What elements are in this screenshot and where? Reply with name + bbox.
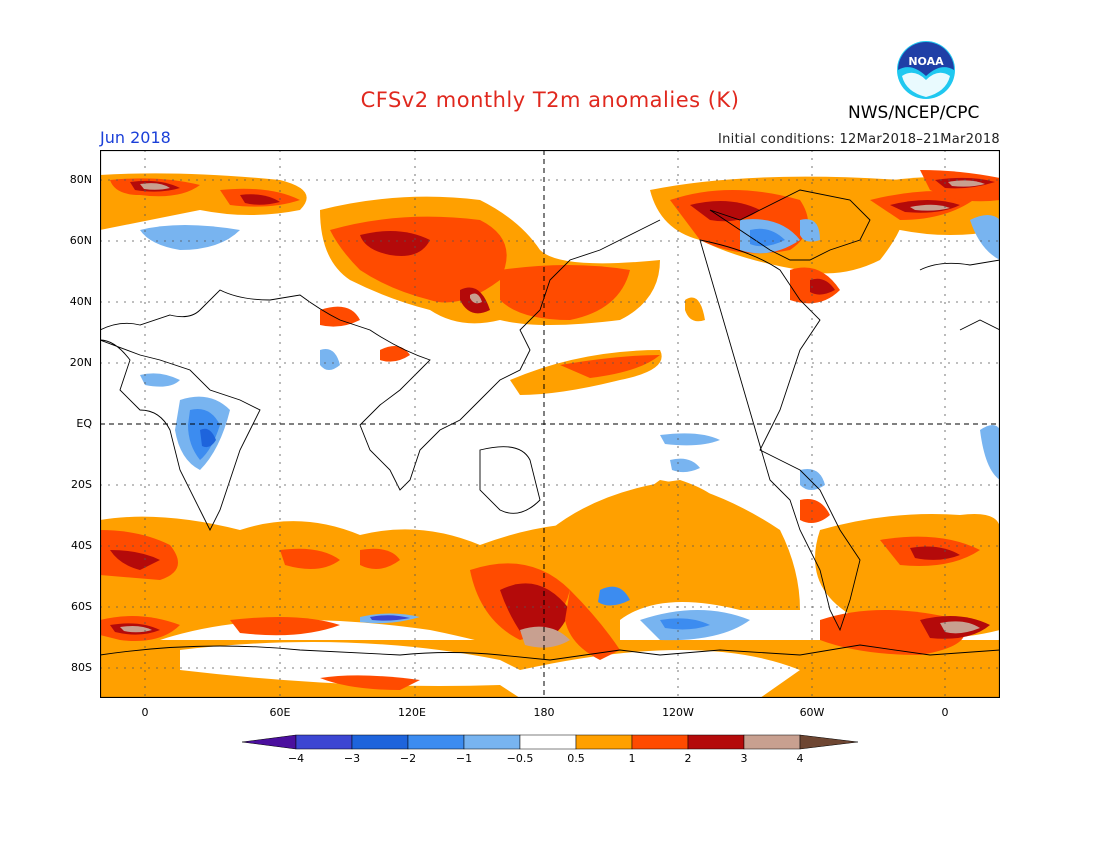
initial-conditions: Initial conditions: 12Mar2018–21Mar2018 [717, 132, 1000, 147]
lon-label: 0 [941, 706, 949, 719]
lat-label: 80N [69, 173, 92, 186]
colorbar-label: 3 [740, 752, 748, 765]
colorbar-swatch [519, 734, 577, 750]
colorbar-arrow-right [799, 734, 859, 750]
lon-label: 0 [141, 706, 149, 719]
colorbar-label: −3 [343, 752, 361, 765]
colorbar-swatch [295, 734, 353, 750]
antarctic-white-area [180, 642, 800, 698]
chart-title-text: CFSv2 monthly T2m anomalies (K) [360, 88, 740, 112]
colorbar-label: −2 [399, 752, 417, 765]
colorbar-arrow-left [241, 734, 297, 750]
chart-title: CFSv2 monthly T2m anomalies (K) [0, 88, 1100, 112]
colorbar-label: 1 [628, 752, 636, 765]
lat-label: 60N [69, 234, 92, 247]
forecast-month: Jun 2018 [100, 128, 171, 147]
colorbar-label: 2 [684, 752, 692, 765]
lon-label: 60E [269, 706, 291, 719]
colorbar-swatch [687, 734, 745, 750]
colorbar-swatch [463, 734, 521, 750]
colorbar-swatch [351, 734, 409, 750]
lat-label: 40S [71, 539, 92, 552]
anomaly-map [100, 150, 1000, 698]
lon-label: 120W [662, 706, 694, 719]
lat-label: 20N [69, 356, 92, 369]
colorbar-swatch [407, 734, 465, 750]
noaa-logo: NOAA [897, 41, 955, 99]
lon-label: 60W [799, 706, 825, 719]
colorbar-label: −4 [287, 752, 305, 765]
lat-label: 40N [69, 295, 92, 308]
coastlines [100, 189, 1000, 661]
lat-label: 60S [71, 600, 92, 613]
colorbar-label: −1 [455, 752, 473, 765]
lat-label: 20S [71, 478, 92, 491]
noaa-logo-text: NOAA [908, 55, 944, 68]
lat-label: 80S [71, 661, 92, 674]
colorbar-swatch [743, 734, 801, 750]
colorbar [241, 734, 859, 750]
lat-label: EQ [76, 417, 92, 430]
colorbar-swatch [575, 734, 633, 750]
colorbar-swatch [631, 734, 689, 750]
colorbar-label: 4 [796, 752, 804, 765]
lon-label: 180 [533, 706, 555, 719]
colorbar-label: 0.5 [567, 752, 585, 765]
lon-label: 120E [398, 706, 426, 719]
colorbar-label: −0.5 [506, 752, 534, 765]
agency-label: NWS/NCEP/CPC [848, 103, 980, 123]
